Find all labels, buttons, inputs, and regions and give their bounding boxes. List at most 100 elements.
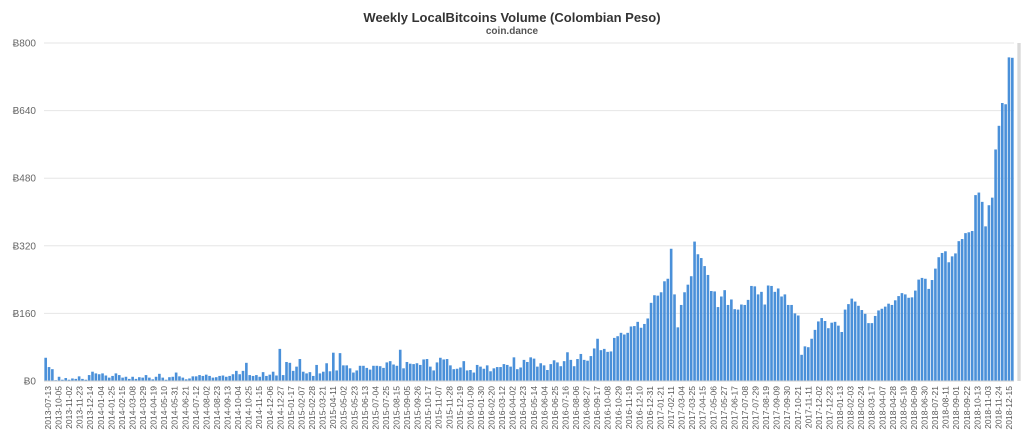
- bar[interactable]: [934, 268, 937, 381]
- bar[interactable]: [164, 379, 168, 381]
- bar[interactable]: [465, 370, 469, 381]
- bar[interactable]: [643, 323, 646, 381]
- bar[interactable]: [940, 252, 944, 381]
- bar[interactable]: [472, 372, 476, 381]
- bar[interactable]: [559, 366, 563, 381]
- bar[interactable]: [917, 279, 920, 381]
- bar[interactable]: [823, 321, 827, 381]
- bar[interactable]: [927, 288, 931, 381]
- bar[interactable]: [178, 376, 181, 381]
- bar[interactable]: [174, 372, 178, 381]
- bar[interactable]: [47, 367, 51, 381]
- bar[interactable]: [910, 297, 914, 381]
- bar[interactable]: [439, 357, 442, 381]
- bar[interactable]: [449, 365, 452, 381]
- bar[interactable]: [863, 313, 867, 381]
- bar[interactable]: [930, 280, 934, 381]
- bar[interactable]: [442, 359, 446, 381]
- bar[interactable]: [201, 375, 205, 381]
- bar[interactable]: [238, 374, 241, 381]
- bar[interactable]: [980, 201, 984, 381]
- bar[interactable]: [515, 369, 519, 381]
- bar[interactable]: [837, 325, 840, 381]
- bar[interactable]: [783, 294, 787, 381]
- bar[interactable]: [669, 248, 673, 381]
- bar[interactable]: [228, 375, 231, 381]
- bar[interactable]: [131, 376, 134, 381]
- bar[interactable]: [756, 294, 760, 381]
- bar[interactable]: [840, 331, 844, 381]
- bar[interactable]: [87, 375, 91, 381]
- bar[interactable]: [679, 304, 683, 381]
- bar[interactable]: [766, 285, 770, 381]
- bar[interactable]: [124, 376, 128, 381]
- bar[interactable]: [392, 364, 395, 381]
- bar[interactable]: [847, 304, 850, 381]
- bar[interactable]: [606, 351, 609, 381]
- bar[interactable]: [422, 359, 425, 381]
- bar[interactable]: [181, 377, 185, 381]
- bar[interactable]: [358, 365, 362, 381]
- bar[interactable]: [275, 375, 278, 381]
- bar[interactable]: [649, 302, 653, 381]
- bar[interactable]: [596, 338, 599, 381]
- bar[interactable]: [519, 367, 522, 381]
- bar[interactable]: [639, 327, 643, 381]
- bar[interactable]: [723, 290, 726, 381]
- bar[interactable]: [676, 327, 680, 381]
- bar[interactable]: [435, 362, 439, 381]
- bar[interactable]: [612, 337, 616, 381]
- bar[interactable]: [425, 359, 429, 381]
- bar[interactable]: [796, 315, 800, 381]
- bar[interactable]: [526, 361, 529, 381]
- bar[interactable]: [920, 277, 924, 381]
- bar[interactable]: [121, 377, 124, 381]
- bar[interactable]: [375, 365, 379, 381]
- bar[interactable]: [870, 323, 874, 381]
- bar[interactable]: [285, 361, 288, 381]
- bar[interactable]: [602, 348, 606, 381]
- bar[interactable]: [994, 149, 997, 381]
- bar[interactable]: [730, 299, 733, 381]
- bar[interactable]: [255, 375, 258, 381]
- bar[interactable]: [291, 370, 295, 381]
- bar[interactable]: [569, 359, 573, 382]
- bar[interactable]: [218, 375, 221, 381]
- bar[interactable]: [709, 291, 713, 381]
- bar[interactable]: [485, 365, 489, 381]
- bar[interactable]: [860, 310, 864, 381]
- bar[interactable]: [790, 304, 793, 381]
- bar[interactable]: [827, 328, 830, 381]
- bar[interactable]: [64, 378, 68, 381]
- bar[interactable]: [880, 308, 884, 381]
- bar[interactable]: [475, 364, 479, 381]
- bar[interactable]: [653, 295, 656, 381]
- bar[interactable]: [452, 369, 456, 381]
- bar[interactable]: [800, 354, 803, 381]
- bar[interactable]: [114, 373, 118, 381]
- bar[interactable]: [857, 305, 860, 381]
- bar[interactable]: [689, 276, 693, 381]
- bar[interactable]: [445, 359, 449, 381]
- bar[interactable]: [616, 336, 619, 381]
- bar[interactable]: [94, 373, 98, 381]
- bar[interactable]: [512, 357, 516, 381]
- bar[interactable]: [780, 296, 783, 382]
- bar[interactable]: [937, 257, 941, 381]
- bar[interactable]: [74, 378, 78, 381]
- bar[interactable]: [666, 278, 670, 381]
- bar[interactable]: [753, 286, 757, 381]
- bar[interactable]: [342, 365, 345, 381]
- bar[interactable]: [1004, 104, 1007, 381]
- bar[interactable]: [408, 363, 412, 381]
- bar[interactable]: [629, 326, 633, 382]
- bar[interactable]: [378, 366, 382, 381]
- bar[interactable]: [1007, 57, 1011, 382]
- bar[interactable]: [950, 256, 954, 381]
- bar[interactable]: [305, 373, 308, 381]
- bar[interactable]: [154, 376, 158, 381]
- bar[interactable]: [984, 226, 987, 381]
- bar[interactable]: [184, 379, 188, 381]
- bar[interactable]: [348, 368, 352, 381]
- bar[interactable]: [107, 377, 111, 381]
